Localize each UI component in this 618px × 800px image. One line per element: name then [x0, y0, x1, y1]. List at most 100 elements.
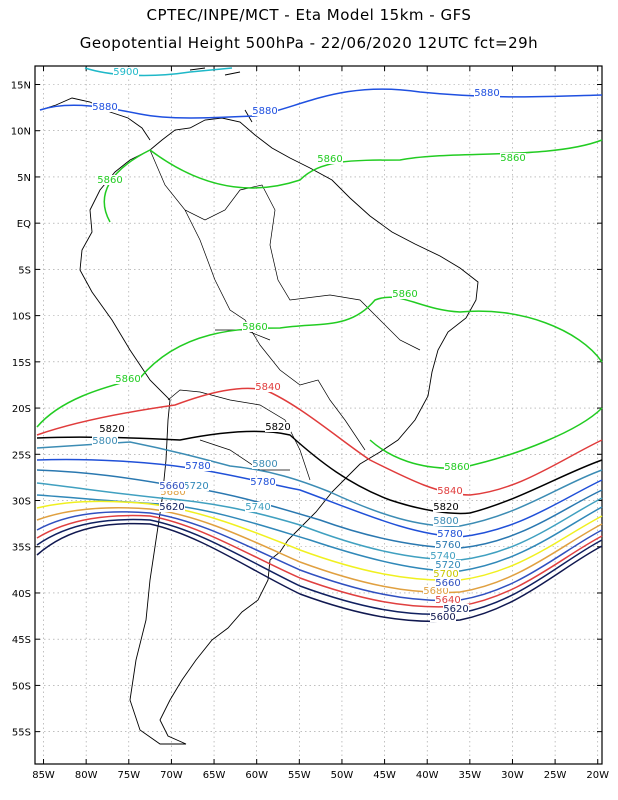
contour-label-5660: 5660 [435, 578, 460, 589]
contour-label-5680: 5680 [160, 487, 185, 498]
lon-tick-label: 75W [117, 770, 140, 781]
contour-label-bg [159, 481, 185, 491]
contour-label-bg [392, 289, 418, 299]
contour-label-5720: 5720 [435, 560, 460, 571]
contour-label-bg [97, 175, 123, 185]
contour-label-5860: 5860 [500, 153, 525, 164]
lat-tick-label: 35S [12, 543, 31, 554]
lat-tick-label: 50S [12, 681, 31, 692]
lon-tick-label: 65W [203, 770, 226, 781]
contour-5760 [36, 469, 603, 549]
lon-tick-label: 40W [416, 770, 439, 781]
contour-label-bg [242, 322, 268, 332]
contour-label-bg [435, 578, 461, 588]
contour-label-bg [159, 502, 185, 512]
contour-label-5860: 5860 [392, 289, 417, 300]
contour-label-5800: 5800 [433, 516, 458, 527]
contour-label-5740: 5740 [430, 551, 455, 562]
contour-label-5620: 5620 [159, 502, 184, 513]
contour-5620 [36, 518, 603, 616]
grid-lines [35, 66, 602, 764]
contour-5900 [84, 67, 233, 77]
contour-label-bg [444, 462, 470, 472]
contour-label-5800: 5800 [92, 436, 117, 447]
south-america-coastline [79, 117, 479, 745]
caribbean-islands [189, 67, 253, 123]
lat-tick-label: 30S [12, 497, 31, 508]
contour-label-bg [437, 486, 463, 496]
contour-label-bg [437, 529, 463, 539]
contour-label-bg [183, 481, 209, 491]
map-title: CPTEC/INPE/MCT - Eta Model 15km - GFS [146, 6, 472, 24]
lat-tick-label: 20S [12, 404, 31, 415]
lat-tick-label: 15N [11, 80, 31, 91]
contour-label-bg [433, 516, 459, 526]
contour-label-5880: 5880 [92, 102, 117, 113]
contour-label-5700: 5700 [433, 569, 458, 580]
contour-label-5640: 5640 [435, 595, 460, 606]
lon-tick-label: 45W [373, 770, 396, 781]
contour-label-5900: 5900 [113, 67, 138, 78]
contour-5820 [36, 430, 603, 515]
contour-label-5720: 5720 [183, 481, 208, 492]
lon-tick-label: 30W [501, 770, 524, 781]
contour-5840 [36, 387, 603, 496]
contour-label-5840: 5840 [255, 382, 280, 393]
lon-tick-label: 20W [586, 770, 609, 781]
contour-label-bg [474, 88, 500, 98]
contour-label-5880: 5880 [252, 106, 277, 117]
lon-tick-label: 60W [245, 770, 268, 781]
contour-label-bg [252, 459, 278, 469]
contour-5640 [36, 514, 603, 608]
contour-label-5820: 5820 [99, 424, 124, 435]
contour-label-bg [265, 422, 291, 432]
contour-label-5600: 5600 [430, 612, 455, 623]
lon-tick-label: 80W [75, 770, 98, 781]
contour-5780 [36, 458, 603, 538]
contour-label-bg [430, 551, 456, 561]
contour-label-5780: 5780 [250, 477, 275, 488]
lon-tick-label: 50W [331, 770, 354, 781]
lat-tick-label: 15S [12, 358, 31, 369]
contour-label-bg [252, 106, 278, 116]
map-frame [34, 65, 603, 765]
contour-5700 [36, 500, 603, 581]
contour-label-5840: 5840 [437, 486, 462, 497]
contour-label-5780: 5780 [185, 461, 210, 472]
lon-tick-label: 25W [544, 770, 567, 781]
lat-tick-label: 10N [11, 127, 31, 138]
contour-label-bg [433, 569, 459, 579]
contour-5800 [36, 441, 603, 527]
lat-tick-label: 55S [12, 728, 31, 739]
lon-tick-label: 85W [32, 770, 55, 781]
contour-label-bg [245, 502, 271, 512]
coastlines [39, 67, 479, 745]
contour-label-5860: 5860 [242, 322, 267, 333]
contour-label-5820: 5820 [433, 502, 458, 513]
height-contours [36, 67, 603, 623]
contour-5600 [36, 522, 603, 623]
contour-label-bg [433, 502, 459, 512]
contour-label-bg [435, 595, 461, 605]
contour-5860 [36, 139, 603, 469]
contour-label-5680: 5680 [423, 586, 448, 597]
contour-label-bg [435, 560, 461, 570]
lon-tick-label: 35W [459, 770, 482, 781]
contour-label-5860: 5860 [115, 374, 140, 385]
contour-label-5820: 5820 [265, 422, 290, 433]
lat-tick-label: 45S [12, 635, 31, 646]
lat-tick-label: EQ [17, 219, 31, 230]
contour-label-bg [160, 487, 186, 497]
contour-label-5860: 5860 [97, 175, 122, 186]
contour-5680 [36, 507, 603, 594]
contour-label-5800: 5800 [252, 459, 277, 470]
contour-label-5660: 5660 [159, 481, 184, 492]
map-subtitle: Geopotential Height 500hPa - 22/06/2020 … [79, 34, 539, 52]
lon-tick-label: 70W [160, 770, 183, 781]
latitude-labels: 15N 10N 5N EQ 5S 10S 15S 20S 25S 30S 35S 40S 45S 50S 5… [11, 80, 31, 738]
contour-label-bg [430, 612, 456, 622]
longitude-labels: 85W 80W 75W 70W 65W 60W 55W 50W 45W 40W 35W 30W 25W 2… [32, 770, 609, 781]
country-borders [149, 149, 421, 481]
lon-tick-label: 55W [288, 770, 311, 781]
